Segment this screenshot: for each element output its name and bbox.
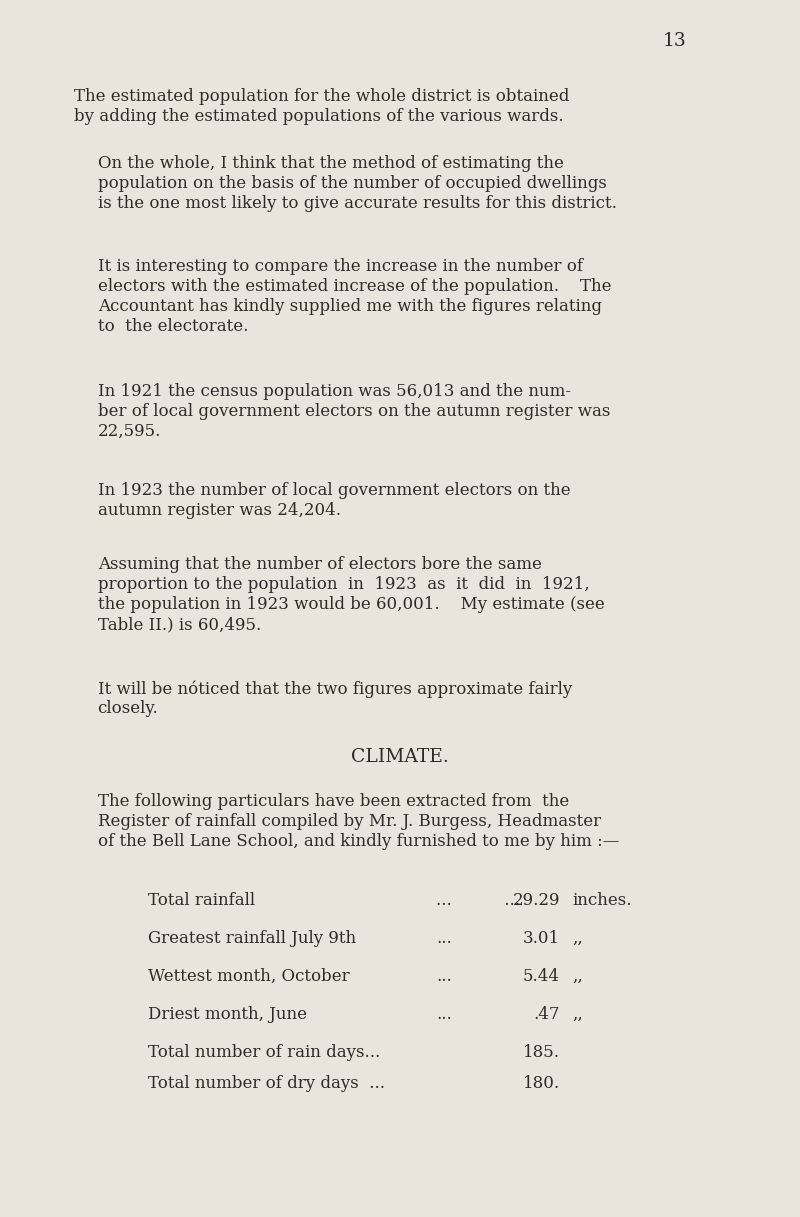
Text: On the whole, I think that the method of estimating the: On the whole, I think that the method of… <box>98 155 563 172</box>
Text: Table II.) is 60,495.: Table II.) is 60,495. <box>98 616 261 633</box>
Text: electors with the estimated increase of the population.    The: electors with the estimated increase of … <box>98 277 611 295</box>
Text: population on the basis of the number of occupied dwellings: population on the basis of the number of… <box>98 175 606 192</box>
Text: ...: ... <box>436 930 452 947</box>
Text: proportion to the population  in  1923  as  it  did  in  1921,: proportion to the population in 1923 as … <box>98 576 590 593</box>
Text: ...: ... <box>436 968 452 985</box>
Text: ...: ... <box>436 1006 452 1023</box>
Text: ,,: ,, <box>572 1006 582 1023</box>
Text: 5.44: 5.44 <box>523 968 560 985</box>
Text: Total number of dry days  ...: Total number of dry days ... <box>148 1075 385 1092</box>
Text: by adding the estimated populations of the various wards.: by adding the estimated populations of t… <box>74 108 563 125</box>
Text: It will be nóticed that the two figures approximate fairly: It will be nóticed that the two figures … <box>98 680 572 697</box>
Text: the population in 1923 would be 60,001.    My estimate (see: the population in 1923 would be 60,001. … <box>98 596 604 613</box>
Text: Wettest month, October: Wettest month, October <box>148 968 350 985</box>
Text: It is interesting to compare the increase in the number of: It is interesting to compare the increas… <box>98 258 582 275</box>
Text: autumn register was 24,204.: autumn register was 24,204. <box>98 501 341 518</box>
Text: ,,: ,, <box>572 930 582 947</box>
Text: Register of rainfall compiled by Mr. J. Burgess, Headmaster: Register of rainfall compiled by Mr. J. … <box>98 813 601 830</box>
Text: Total number of rain days...: Total number of rain days... <box>148 1044 380 1061</box>
Text: Greatest rainfall July 9th: Greatest rainfall July 9th <box>148 930 356 947</box>
Text: 13: 13 <box>662 32 686 50</box>
Text: In 1921 the census population was 56,013 and the num-: In 1921 the census population was 56,013… <box>98 383 570 400</box>
Text: ,,: ,, <box>572 968 582 985</box>
Text: closely.: closely. <box>98 700 158 717</box>
Text: .47: .47 <box>534 1006 560 1023</box>
Text: Driest month, June: Driest month, June <box>148 1006 307 1023</box>
Text: Assuming that the number of electors bore the same: Assuming that the number of electors bor… <box>98 556 542 573</box>
Text: to  the electorate.: to the electorate. <box>98 318 248 335</box>
Text: ...          ...: ... ... <box>436 892 520 909</box>
Text: In 1923 the number of local government electors on the: In 1923 the number of local government e… <box>98 482 570 499</box>
Text: Accountant has kindly supplied me with the figures relating: Accountant has kindly supplied me with t… <box>98 298 602 315</box>
Text: 180.: 180. <box>523 1075 560 1092</box>
Text: is the one most likely to give accurate results for this district.: is the one most likely to give accurate … <box>98 195 617 212</box>
Text: 3.01: 3.01 <box>523 930 560 947</box>
Text: 29.29: 29.29 <box>513 892 560 909</box>
Text: of the Bell Lane School, and kindly furnished to me by him :—: of the Bell Lane School, and kindly furn… <box>98 832 619 849</box>
Text: The following particulars have been extracted from  the: The following particulars have been extr… <box>98 793 569 811</box>
Text: The estimated population for the whole district is obtained: The estimated population for the whole d… <box>74 88 569 105</box>
Text: CLIMATE.: CLIMATE. <box>351 748 449 765</box>
Text: inches.: inches. <box>572 892 631 909</box>
Text: ber of local government electors on the autumn register was: ber of local government electors on the … <box>98 403 610 420</box>
Text: 185.: 185. <box>523 1044 560 1061</box>
Text: 22,595.: 22,595. <box>98 424 161 441</box>
Text: Total rainfall: Total rainfall <box>148 892 255 909</box>
